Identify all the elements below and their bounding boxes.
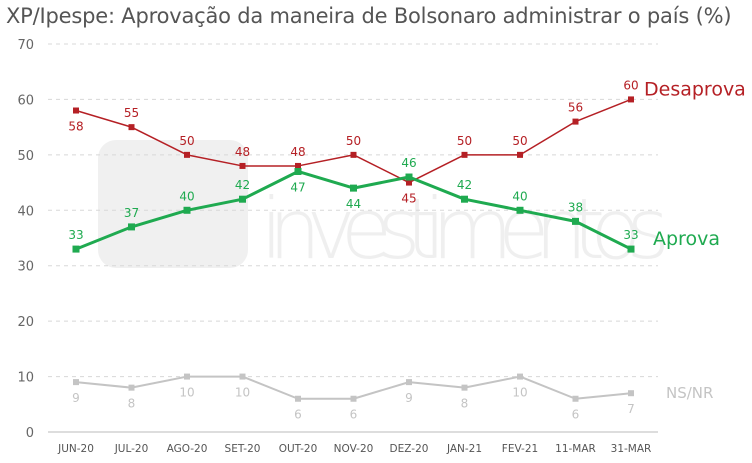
- data-label: 9: [72, 391, 80, 405]
- data-label: 8: [461, 397, 469, 411]
- data-point: [294, 167, 302, 175]
- data-point: [628, 96, 634, 103]
- x-tick-label: JUL-20: [114, 443, 149, 455]
- data-point: [627, 245, 635, 253]
- data-label: 6: [294, 408, 302, 422]
- data-label: 47: [290, 180, 305, 194]
- x-tick-label: JUN-20: [57, 443, 94, 455]
- x-tick-label: 31-MAR: [611, 443, 652, 455]
- data-point: [350, 395, 357, 402]
- data-point: [461, 151, 468, 158]
- x-tick-label: 11-MAR: [555, 443, 596, 455]
- y-tick-label: 40: [17, 204, 34, 219]
- data-point: [128, 124, 135, 131]
- data-label: 33: [68, 228, 83, 242]
- data-point: [517, 151, 523, 158]
- watermark-badge: [98, 140, 248, 268]
- data-label: 48: [290, 145, 305, 159]
- data-point: [405, 173, 413, 181]
- x-tick-label: FEV-21: [502, 443, 538, 455]
- data-point: [350, 151, 357, 158]
- y-tick-label: 60: [17, 93, 34, 108]
- data-label: 48: [235, 145, 250, 159]
- data-label: 6: [572, 408, 580, 422]
- y-tick-label: 0: [26, 426, 34, 441]
- data-label: 44: [346, 197, 361, 211]
- data-label: 9: [405, 391, 413, 405]
- x-tick-label: DEZ-20: [390, 443, 429, 455]
- data-label: 50: [457, 134, 472, 148]
- data-label: 45: [401, 192, 416, 206]
- data-label: 55: [124, 106, 139, 120]
- x-tick-label: JAN-21: [446, 443, 482, 455]
- data-label: 7: [627, 402, 635, 416]
- x-tick-label: OUT-20: [279, 443, 318, 455]
- y-tick-label: 20: [17, 315, 34, 330]
- series-name-label: Desaprova: [644, 78, 746, 100]
- data-label: 10: [179, 386, 194, 400]
- data-point: [572, 395, 579, 402]
- y-tick-label: 10: [17, 371, 34, 386]
- data-label: 46: [401, 156, 416, 170]
- series-line-3: [75, 375, 632, 400]
- data-label: 50: [179, 134, 194, 148]
- data-point: [406, 179, 412, 186]
- data-point: [184, 151, 190, 158]
- data-label: 42: [235, 178, 250, 192]
- data-label: 58: [68, 120, 83, 134]
- data-label: 42: [457, 178, 472, 192]
- data-point: [461, 384, 468, 391]
- data-point: [128, 384, 135, 391]
- data-point: [72, 245, 80, 253]
- data-point: [239, 195, 246, 203]
- data-point: [239, 162, 246, 169]
- data-point: [184, 373, 190, 380]
- data-point: [183, 206, 191, 214]
- data-point: [572, 118, 579, 125]
- data-point: [516, 206, 524, 214]
- data-label: 40: [512, 189, 527, 203]
- y-tick-label: 70: [17, 38, 34, 53]
- data-point: [128, 223, 135, 231]
- series-name-label: Aprova: [653, 228, 720, 250]
- data-label: 6: [350, 408, 358, 422]
- data-label: 10: [235, 386, 250, 400]
- data-label: 56: [568, 101, 583, 115]
- data-label: 33: [623, 228, 638, 242]
- data-label: 8: [128, 397, 136, 411]
- data-label: 60: [623, 78, 638, 92]
- series-name-label: NS/NR: [666, 384, 713, 402]
- chart-title: XP/Ipespe: Aprovação da maneira de Bolso…: [6, 4, 732, 28]
- y-tick-label: 50: [17, 149, 34, 164]
- data-point: [406, 379, 412, 386]
- watermark-text: investimentos: [260, 180, 670, 278]
- x-tick-label: SET-20: [225, 443, 261, 455]
- data-point: [73, 107, 79, 114]
- data-point: [295, 395, 301, 402]
- data-label: 38: [568, 200, 583, 214]
- data-point: [295, 162, 301, 169]
- data-point: [517, 373, 523, 380]
- data-label: 40: [179, 189, 194, 203]
- y-tick-label: 30: [17, 260, 34, 275]
- x-tick-label: AGO-20: [167, 443, 208, 455]
- data-point: [239, 373, 246, 380]
- data-label: 10: [512, 386, 527, 400]
- data-point: [572, 217, 579, 225]
- data-label: 50: [346, 134, 361, 148]
- data-label: 37: [124, 206, 139, 220]
- data-point: [73, 379, 79, 386]
- data-point: [628, 390, 634, 397]
- data-point: [350, 184, 357, 192]
- x-tick-label: NOV-20: [334, 443, 374, 455]
- data-point: [461, 195, 468, 203]
- data-label: 50: [512, 134, 527, 148]
